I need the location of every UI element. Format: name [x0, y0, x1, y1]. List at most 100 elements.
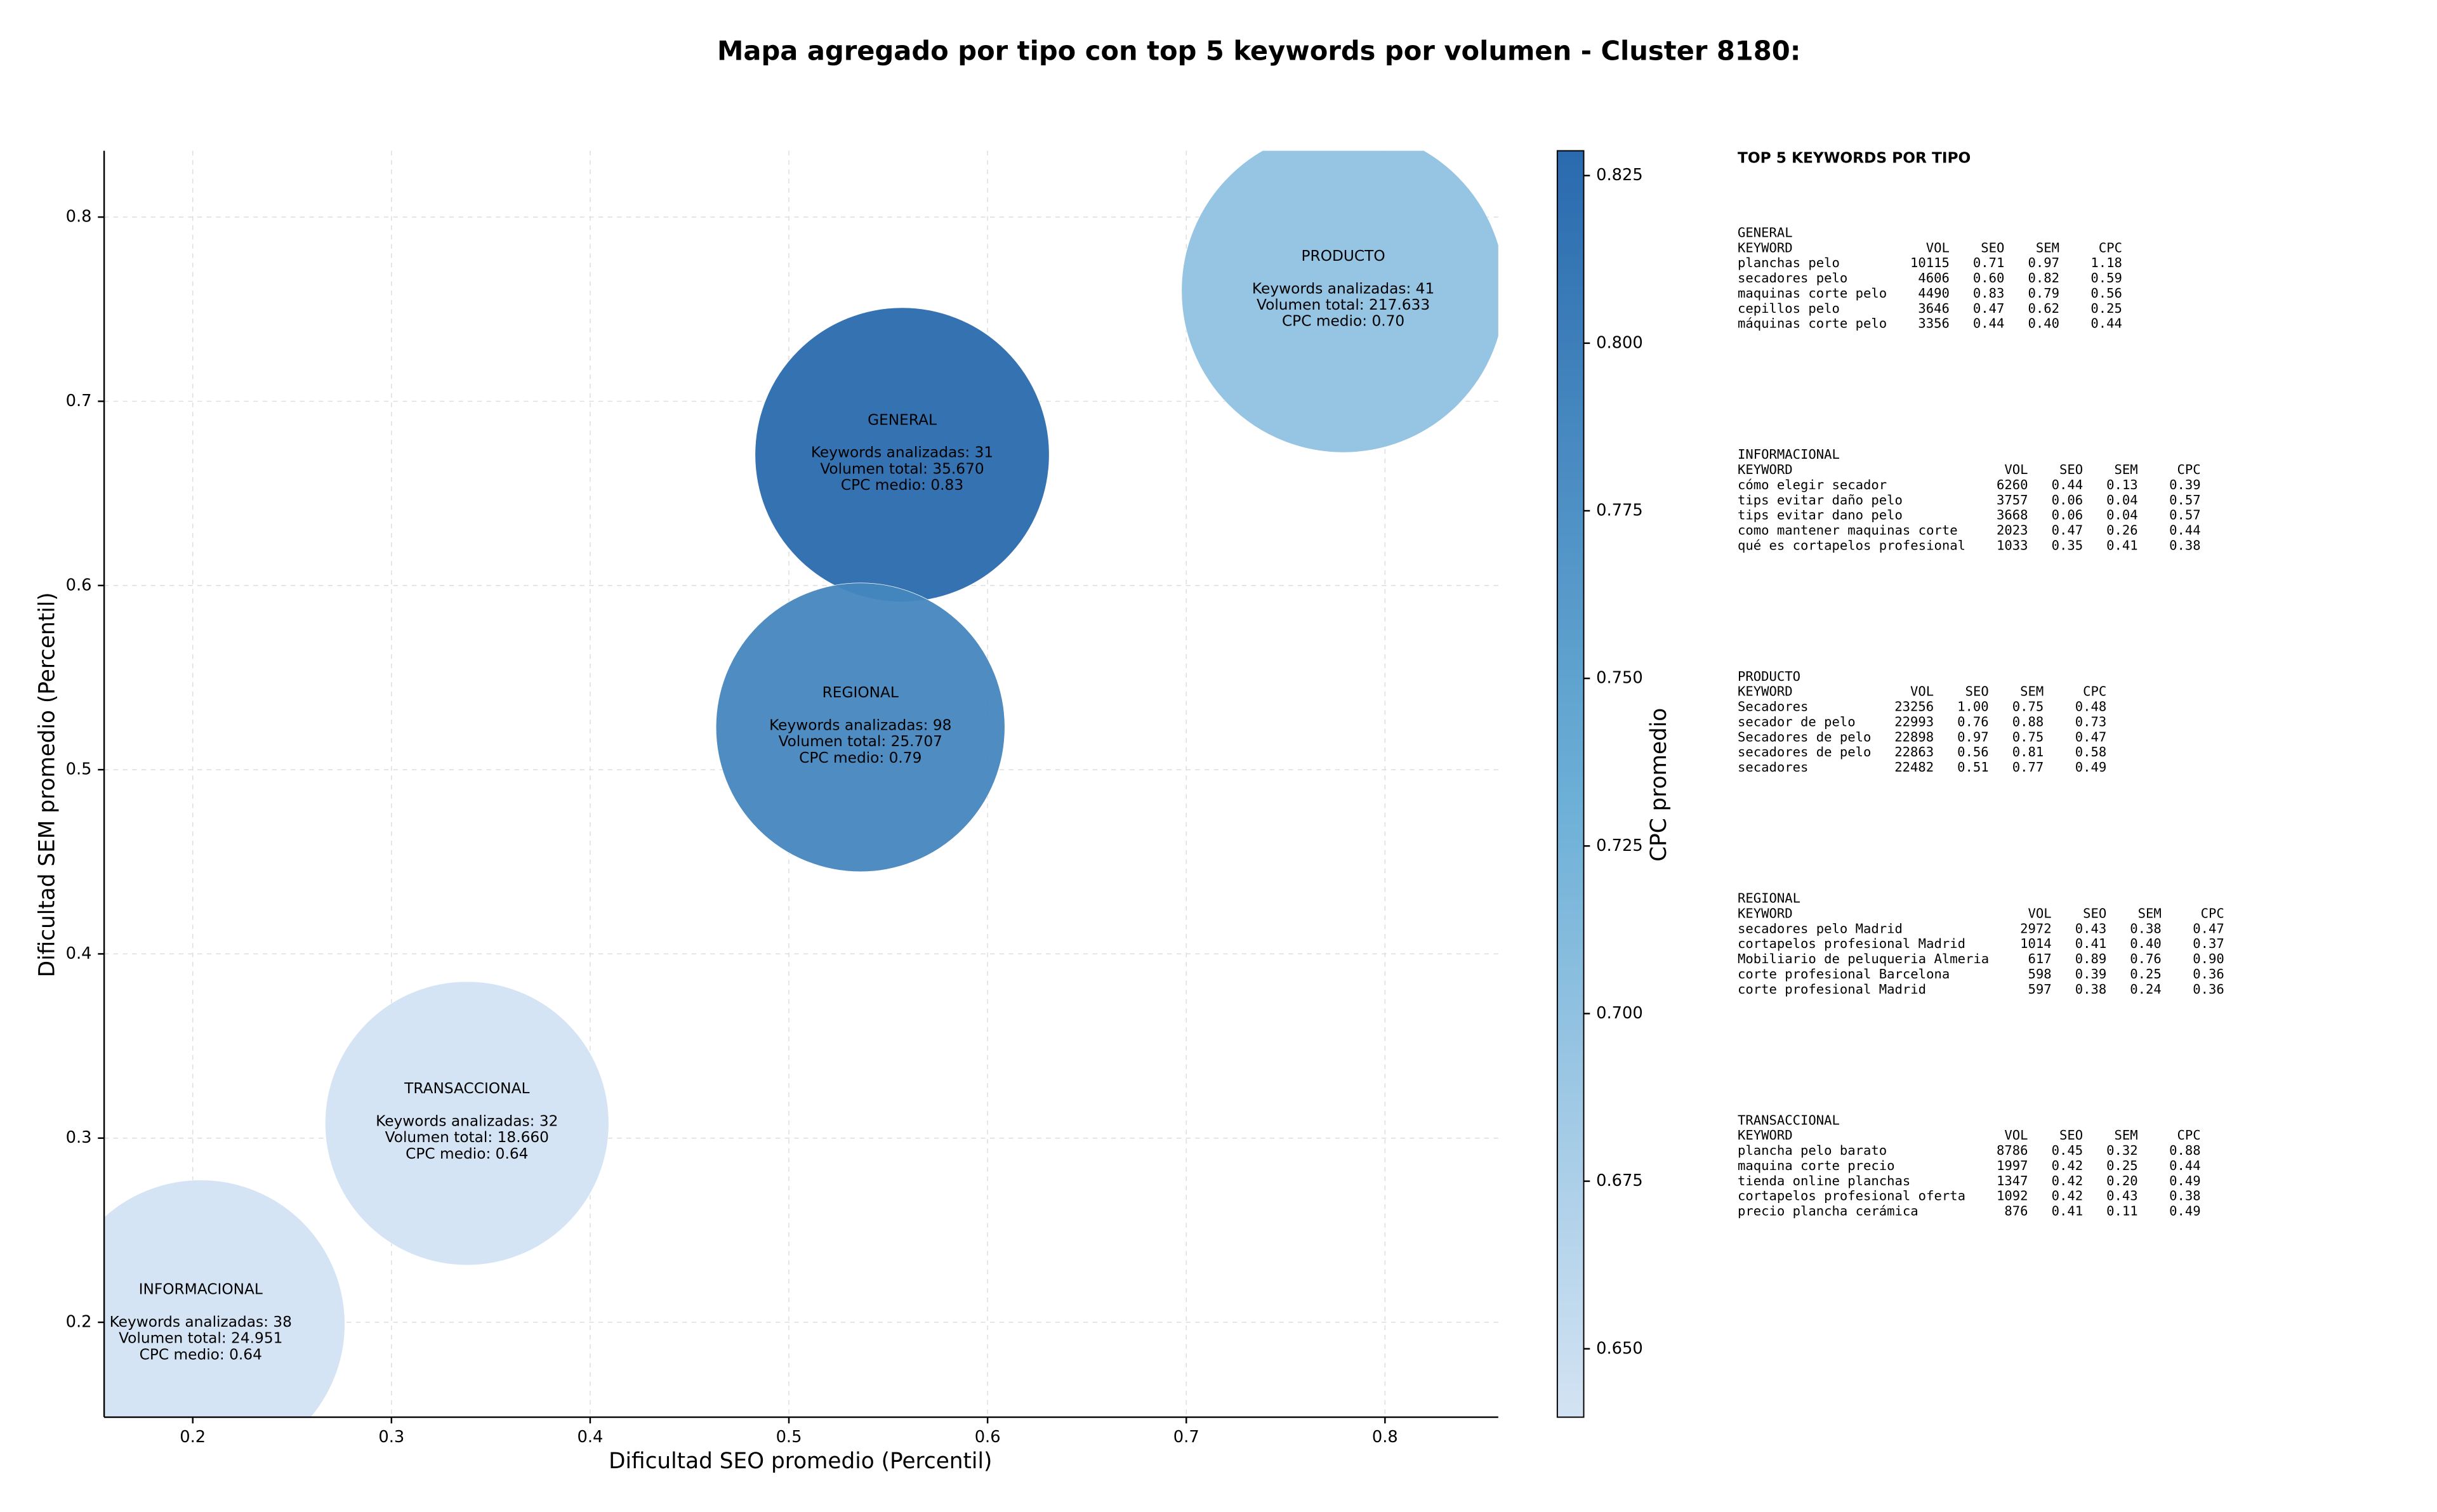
table-cell: 1014	[2020, 936, 2052, 951]
axes: 0.2 0.3 0.4 0.5 0.6 0.7 0.8 0.2 0.3 0.4 0.5 0.6 0.7 0…	[66, 207, 1398, 1447]
x-tick-label: 0.7	[1173, 1428, 1199, 1447]
table-cell: tienda online planchas	[1738, 1173, 1910, 1188]
table-cell: secadores de pelo	[1738, 744, 1871, 759]
section-title: PRODUCTO	[1738, 669, 1800, 684]
table-cell: 0.58	[2075, 744, 2107, 759]
column-header: SEM	[2115, 1127, 2138, 1143]
y-axis-label: Dificultad SEM promedio (Percentil)	[34, 592, 60, 977]
table-cell: 0.83	[1973, 286, 2005, 301]
colorbar-tick-label: 0.750	[1596, 669, 1643, 688]
table-cell: 0.79	[2028, 286, 2059, 301]
column-header: SEO	[2083, 905, 2106, 921]
table-cell: 0.88	[2012, 714, 2044, 729]
table-cell: 0.41	[2075, 936, 2107, 951]
colorbar-tick-label: 0.650	[1596, 1339, 1643, 1358]
table-cell: tips evitar daño pelo	[1738, 492, 1903, 508]
table-cell: 0.62	[2028, 301, 2059, 316]
table-cell: 4490	[1918, 286, 1950, 301]
column-header: SEM	[2115, 462, 2138, 477]
column-header: CPC	[2099, 240, 2122, 255]
table-cell: 1997	[1997, 1158, 2028, 1173]
table-cell: máquinas corte pelo	[1738, 316, 1887, 331]
table-cell: 0.73	[2075, 714, 2107, 729]
table-cell: Secadores de pelo	[1738, 729, 1871, 744]
table-cell: Secadores	[1738, 699, 1808, 714]
table-cell: 0.47	[2075, 729, 2107, 744]
table-cell: corte profesional Barcelona	[1738, 966, 1950, 982]
bubbles	[104, 150, 1498, 1417]
table-cell: 0.88	[2169, 1143, 2201, 1158]
bubble-name: GENERAL	[868, 411, 937, 428]
table-cell: 597	[2028, 982, 2052, 997]
table-cell: 0.11	[2106, 1204, 2138, 1219]
x-tick-label: 0.6	[975, 1428, 1001, 1447]
table-cell: 0.44	[2169, 523, 2201, 538]
x-tick-label: 0.3	[378, 1428, 404, 1447]
table-cell: 0.39	[2169, 477, 2201, 492]
table-cell: 0.40	[2130, 936, 2162, 951]
table-cell: 3757	[1997, 492, 2028, 508]
table-cell: 3356	[1918, 316, 1950, 331]
x-tick-label: 0.4	[577, 1428, 603, 1447]
column-header: SEM	[2036, 240, 2059, 255]
column-header: VOL	[2004, 462, 2028, 477]
table-cell: 22898	[1894, 729, 1934, 744]
table-cell: 0.43	[2106, 1188, 2138, 1204]
table-cell: 0.76	[2130, 951, 2162, 966]
column-header: VOL	[1910, 684, 1934, 699]
column-header: KEYWORD	[1738, 1127, 1793, 1143]
section-title: GENERAL	[1738, 225, 1793, 240]
x-axis-label: Dificultad SEO promedio (Percentil)	[609, 1449, 992, 1474]
table-cell: 617	[2028, 951, 2052, 966]
section-title: INFORMACIONAL	[1738, 447, 1840, 462]
table-cell: 1092	[1997, 1188, 2028, 1204]
table-cell: 0.26	[2106, 523, 2138, 538]
table-cell: secadores pelo	[1738, 270, 1847, 286]
x-tick-label: 0.2	[180, 1428, 206, 1447]
section-title: REGIONAL	[1738, 891, 1800, 906]
table-cell: 0.44	[2090, 316, 2122, 331]
table-cell: como mantener maquinas corte	[1738, 523, 1958, 538]
table-cell: 0.49	[2075, 759, 2107, 775]
table-cell: 0.44	[2169, 1158, 2201, 1173]
table-cell: 0.24	[2130, 982, 2162, 997]
table-cell: 0.56	[2090, 286, 2122, 301]
table-cell: 0.59	[2090, 270, 2122, 286]
table-cell: 0.89	[2075, 951, 2107, 966]
table-cell: 0.36	[2193, 982, 2224, 997]
table-cell: 8786	[1997, 1143, 2028, 1158]
y-tick-label: 0.2	[66, 1313, 92, 1332]
table-cell: 876	[2004, 1204, 2028, 1219]
column-header: KEYWORD	[1738, 684, 1793, 699]
table-cell: secador de pelo	[1738, 714, 1856, 729]
bubble-annotation: Keywords analizadas: 98	[769, 716, 951, 733]
table-cell: 0.40	[2028, 316, 2059, 331]
column-header: CPC	[2201, 905, 2224, 921]
table-cell: cepillos pelo	[1738, 301, 1840, 316]
bubble-annotation: Keywords analizadas: 38	[110, 1313, 292, 1331]
colorbar-label: CPC promedio	[1646, 708, 1672, 862]
table-cell: 0.32	[2106, 1143, 2138, 1158]
column-header: KEYWORD	[1738, 462, 1793, 477]
colorbar-tick-label: 0.675	[1596, 1171, 1643, 1190]
table-cell: 0.42	[2052, 1173, 2084, 1188]
table-cell: 0.35	[2052, 537, 2084, 553]
table-cell: 0.56	[1957, 744, 1989, 759]
column-header: VOL	[1926, 240, 1950, 255]
table-cell: 0.04	[2106, 492, 2138, 508]
table-cell: 6260	[1997, 477, 2028, 492]
y-tick-label: 0.3	[66, 1128, 92, 1147]
table-cell: precio plancha cerámica	[1738, 1204, 1919, 1219]
table-cell: 0.42	[2052, 1188, 2084, 1204]
table-cell: 0.25	[2130, 966, 2162, 982]
colorbar-tick-label: 0.725	[1596, 836, 1643, 855]
table-cell: 0.39	[2075, 966, 2107, 982]
table-cell: 1347	[1997, 1173, 2028, 1188]
y-tick-label: 0.5	[66, 760, 92, 779]
table-cell: 0.77	[2012, 759, 2044, 775]
table-cell: 0.47	[1973, 301, 2005, 316]
bubble-annotation: Keywords analizadas: 32	[376, 1113, 558, 1130]
bubble-annotation: Keywords analizadas: 31	[811, 444, 993, 461]
table-cell: planchas pelo	[1738, 255, 1840, 270]
y-tick-label: 0.4	[66, 944, 92, 963]
